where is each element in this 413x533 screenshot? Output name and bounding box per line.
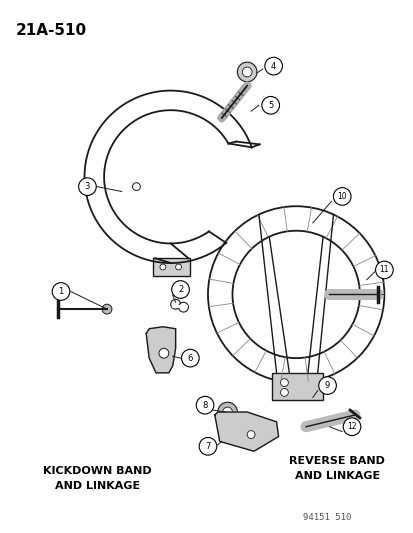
Bar — [271, 373, 322, 400]
Circle shape — [375, 261, 392, 279]
Text: 6: 6 — [187, 353, 192, 362]
Text: 1: 1 — [58, 287, 64, 296]
Circle shape — [318, 377, 335, 394]
Circle shape — [178, 302, 188, 312]
Text: 5: 5 — [268, 101, 273, 110]
Circle shape — [261, 96, 279, 114]
Circle shape — [264, 57, 282, 75]
Circle shape — [222, 407, 232, 417]
Circle shape — [332, 188, 350, 205]
Circle shape — [196, 397, 214, 414]
Circle shape — [171, 281, 189, 298]
Circle shape — [199, 438, 216, 455]
Circle shape — [247, 431, 254, 439]
Circle shape — [217, 402, 237, 422]
Polygon shape — [146, 327, 175, 373]
Text: KICKDOWN BAND
AND LINKAGE: KICKDOWN BAND AND LINKAGE — [43, 466, 151, 491]
Circle shape — [342, 418, 360, 435]
Circle shape — [132, 183, 140, 191]
Circle shape — [78, 178, 96, 196]
Text: 11: 11 — [379, 265, 388, 274]
Circle shape — [102, 304, 112, 314]
Text: 2: 2 — [178, 285, 183, 294]
Text: 94151 510: 94151 510 — [303, 513, 351, 522]
Circle shape — [170, 300, 180, 309]
Text: 8: 8 — [202, 401, 207, 410]
Polygon shape — [214, 412, 278, 451]
Circle shape — [159, 264, 166, 270]
Circle shape — [52, 282, 70, 300]
Text: REVERSE BAND
AND LINKAGE: REVERSE BAND AND LINKAGE — [289, 456, 385, 481]
Bar — [153, 258, 190, 276]
Circle shape — [280, 389, 287, 397]
Text: 3: 3 — [85, 182, 90, 191]
Text: 21A-510: 21A-510 — [16, 23, 87, 38]
Circle shape — [159, 349, 169, 358]
Text: 12: 12 — [347, 422, 356, 431]
Circle shape — [175, 264, 181, 270]
Text: 10: 10 — [337, 192, 346, 201]
Circle shape — [280, 379, 287, 386]
Text: 4: 4 — [271, 62, 275, 70]
Circle shape — [181, 349, 199, 367]
Circle shape — [237, 62, 256, 82]
Circle shape — [242, 67, 252, 77]
Text: 7: 7 — [205, 442, 210, 451]
Text: 9: 9 — [324, 381, 330, 390]
